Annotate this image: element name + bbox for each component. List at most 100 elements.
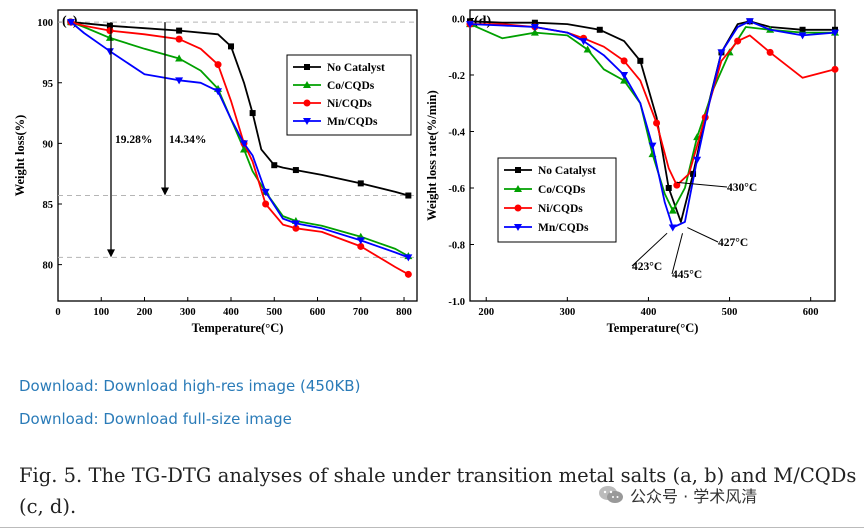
plot-frame: [57, 9, 418, 302]
data-point: [596, 26, 603, 33]
chart-panel-c: 0 100 200 300 400 500 600 700 800 80 85 90 95 100 Temp…: [13, 9, 418, 335]
x-tick-label: 0: [55, 307, 60, 318]
data-point: [620, 76, 629, 84]
data-point: [831, 65, 839, 73]
annotation-leader: [671, 233, 683, 275]
x-tick-label: 300: [559, 307, 575, 318]
y-tick-label: 95: [43, 79, 54, 90]
x-tick-label: 600: [803, 307, 819, 318]
data-point: [292, 224, 300, 232]
data-point: [579, 38, 588, 46]
data-point: [648, 142, 657, 150]
legend-entry: Co/CQDs: [538, 184, 586, 196]
x-tick-label: 400: [223, 307, 239, 318]
data-point: [766, 48, 774, 56]
data-point: [175, 35, 183, 43]
y-tick-label: -0.6: [448, 184, 465, 195]
data-point: [105, 33, 114, 41]
watermark-text: 公众号 · 学术风清: [630, 487, 758, 506]
y-tick-label: 100: [37, 18, 53, 29]
data-point: [665, 184, 672, 191]
data-point: [175, 77, 184, 85]
legend-marker: [303, 99, 311, 107]
legend-entry: No Catalyst: [538, 165, 596, 177]
chart-panel-d: 200 300 400 500 600 0.0 -0.2 -0.4 -0.6 -0.8 -1.0 Te…: [425, 9, 839, 335]
data-point: [249, 110, 256, 117]
y-tick-label: 0.0: [452, 14, 465, 25]
data-point: [530, 28, 539, 36]
legend-marker: [303, 81, 311, 88]
data-point: [292, 167, 299, 174]
legend-entry: Mn/CQDs: [538, 222, 589, 234]
data-point: [106, 22, 113, 29]
data-point: [693, 156, 702, 164]
legend-entry: Ni/CQDs: [327, 98, 372, 110]
data-point: [637, 57, 644, 64]
x-tick-label: 500: [266, 307, 282, 318]
data-point: [356, 237, 365, 245]
data-point: [175, 54, 184, 62]
figure-panels: 0 100 200 300 400 500 600 700 800 80 85 90 95 100 Temp…: [13, 9, 839, 335]
series-line: [469, 23, 835, 212]
data-point: [620, 57, 628, 65]
annotation-label: 430°C: [727, 182, 757, 194]
x-tick-label: 300: [180, 307, 196, 318]
wechat-icon: [599, 486, 623, 503]
data-point: [734, 37, 742, 45]
annotation-leader: [676, 181, 728, 188]
legend-marker: [515, 167, 521, 173]
y-tick-label: -1.0: [448, 297, 465, 308]
data-point: [717, 49, 726, 57]
data-point: [798, 32, 807, 40]
data-point: [583, 45, 592, 53]
y-axis-label: Weight loss rate(%/min): [425, 90, 439, 221]
data-point: [214, 61, 222, 69]
data-point: [239, 140, 248, 148]
data-point: [673, 181, 681, 189]
data-point: [405, 192, 412, 199]
x-axis-label: Temperature(°C): [192, 321, 284, 335]
x-tick-label: 100: [93, 307, 109, 318]
legend-entry: No Catalyst: [327, 62, 385, 74]
x-tick-label: 200: [478, 307, 494, 318]
data-point: [404, 254, 413, 262]
annotation-label: 14.34%: [169, 134, 206, 146]
legend-entry: Ni/CQDs: [538, 203, 583, 215]
series-mn-cqds: [466, 18, 839, 232]
data-point: [228, 43, 235, 50]
y-axis-label: Weight loss(%): [13, 115, 27, 197]
data-point: [531, 19, 538, 26]
annotation-leader: [631, 232, 668, 267]
annotation-arrowhead: [161, 187, 169, 196]
annotation-label: 19.28%: [115, 134, 152, 146]
x-tick-label: 600: [310, 307, 326, 318]
data-point: [799, 26, 806, 33]
y-tick-label: -0.2: [448, 71, 465, 82]
data-point: [668, 206, 677, 214]
data-point: [291, 220, 300, 228]
data-point: [530, 23, 539, 31]
annotation-leader: [687, 227, 719, 243]
figure-caption: Fig. 5. The TG-DTG analyses of shale und…: [19, 464, 857, 518]
data-point: [466, 21, 474, 29]
data-point: [745, 18, 754, 26]
x-tick-label: 700: [353, 307, 369, 318]
legend-marker: [303, 118, 311, 125]
plot-frame: [469, 9, 836, 302]
data-point: [404, 270, 412, 278]
x-tick-label: 800: [396, 307, 412, 318]
download-high-res-link[interactable]: Download: Download high-res image (450KB…: [19, 377, 361, 395]
series-mn-cqds: [66, 19, 413, 262]
x-tick-label: 400: [641, 307, 657, 318]
data-point: [620, 71, 629, 79]
data-point: [214, 88, 223, 96]
y-tick-label: 90: [43, 139, 54, 150]
legend-marker: [514, 224, 522, 231]
y-tick-label: 85: [43, 200, 54, 211]
data-point: [357, 242, 365, 250]
y-tick-label: -0.4: [448, 127, 465, 138]
data-point: [66, 19, 75, 27]
download-full-size-link[interactable]: Download: Download full-size image: [19, 410, 292, 428]
data-point: [262, 200, 270, 208]
x-tick-label: 500: [722, 307, 738, 318]
